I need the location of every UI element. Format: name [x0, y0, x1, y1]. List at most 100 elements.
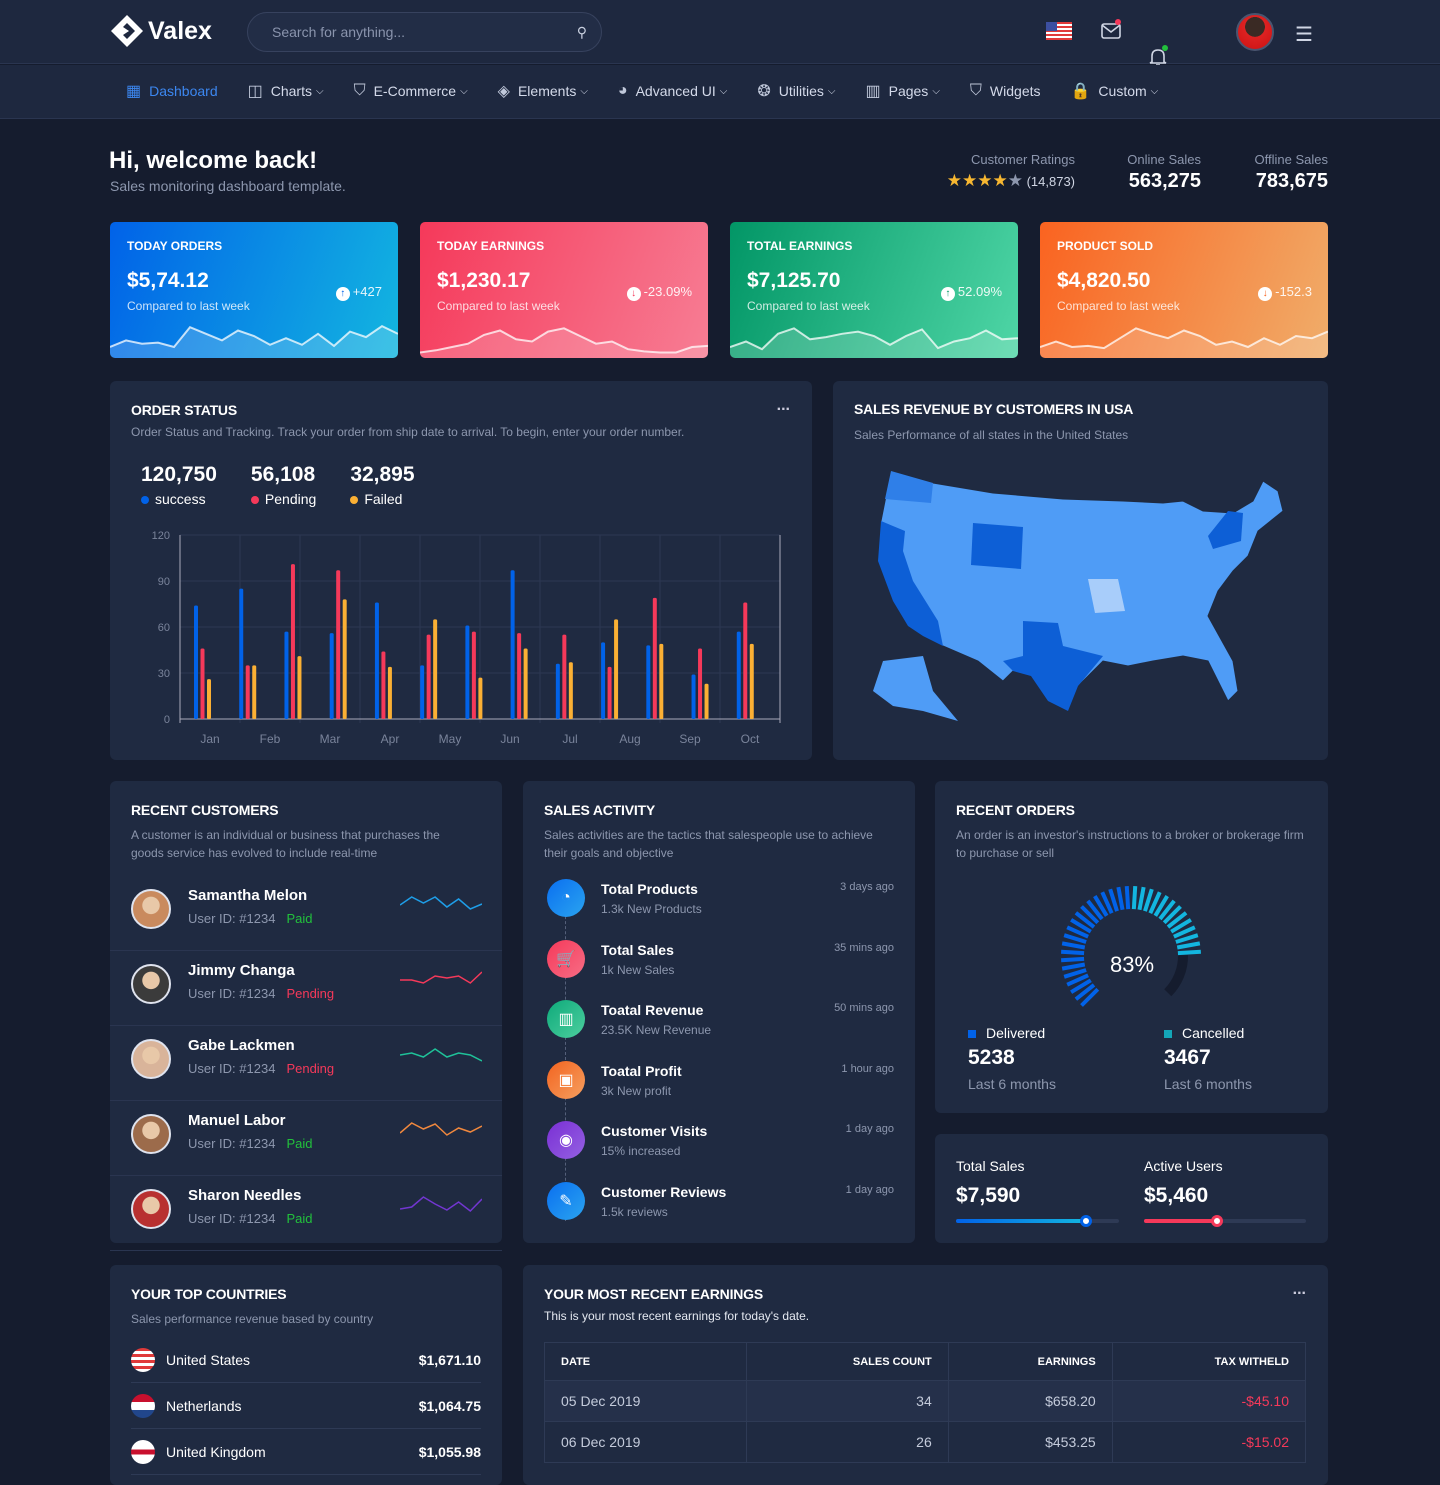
- bar[interactable]: [329, 633, 334, 719]
- table-row[interactable]: 06 Dec 2019 26 $453.25 -$15.02: [543, 1421, 1307, 1463]
- usa-map[interactable]: [863, 461, 1303, 741]
- nav-item-custom[interactable]: 🔒 Custom ⌵: [1071, 80, 1159, 102]
- nav-item-widgets[interactable]: ⛉ Widgets: [970, 80, 1041, 102]
- customer-row[interactable]: Sharon Needles User ID: #1234 Paid: [110, 1177, 502, 1251]
- search-icon[interactable]: ⚲: [576, 24, 587, 40]
- activity-item[interactable]: ▥ Toatal Revenue 23.5K New Revenue 50 mins …: [523, 1000, 915, 1060]
- bar[interactable]: [252, 665, 257, 719]
- customer-row[interactable]: Manuel Labor User ID: #1234 Paid: [110, 1102, 502, 1176]
- hamburger-icon[interactable]: ☰: [1295, 24, 1313, 46]
- total-sales-slider[interactable]: [956, 1215, 1119, 1227]
- nav-item-e-commerce[interactable]: ⛉ E-Commerce ⌵: [354, 80, 468, 102]
- bar[interactable]: [342, 599, 347, 719]
- more-options-button[interactable]: ...: [776, 397, 790, 414]
- bar[interactable]: [336, 570, 341, 719]
- bar[interactable]: [659, 643, 664, 719]
- nav-item-pages[interactable]: ▥ Pages ⌵: [865, 80, 939, 102]
- search-input[interactable]: Search for anything... ⚲: [247, 12, 602, 52]
- gauge-tick: [1148, 891, 1162, 914]
- bar[interactable]: [568, 662, 573, 719]
- bar[interactable]: [646, 645, 651, 719]
- gauge-tick: [1093, 895, 1109, 917]
- bar[interactable]: [614, 619, 619, 719]
- bar[interactable]: [297, 656, 302, 719]
- country-row[interactable]: United Kingdom $1,055.98: [131, 1429, 481, 1475]
- bar[interactable]: [207, 679, 211, 719]
- bar[interactable]: [239, 588, 244, 719]
- bar[interactable]: [374, 602, 379, 719]
- avatar[interactable]: [1236, 13, 1274, 51]
- bar[interactable]: [200, 648, 205, 719]
- state-texas[interactable]: [1003, 621, 1103, 711]
- bar[interactable]: [433, 619, 438, 719]
- column-header[interactable]: DATE: [543, 1342, 748, 1381]
- gauge-tick: [1070, 918, 1092, 934]
- bar[interactable]: [478, 677, 483, 719]
- column-header[interactable]: TAX WITHELD: [1111, 1342, 1307, 1381]
- logo[interactable]: Valex: [110, 14, 212, 48]
- nav-item-advanced-ui[interactable]: ◕ Advanced UI ⌵: [618, 80, 727, 102]
- bar[interactable]: [652, 597, 657, 719]
- bar[interactable]: [601, 642, 606, 719]
- activity-item[interactable]: ✎ Customer Reviews 1.5k reviews 1 day ago: [523, 1181, 915, 1242]
- customer-row[interactable]: Gabe Lackmen User ID: #1234 Pending: [110, 1027, 502, 1101]
- nav-item-elements[interactable]: ◈ Elements ⌵: [498, 80, 588, 102]
- customer-row[interactable]: Samantha Melon User ID: #1234 Paid: [110, 877, 502, 951]
- bar[interactable]: [562, 634, 567, 719]
- bar[interactable]: [426, 634, 431, 719]
- card-subtitle: A customer is an individual or business …: [131, 828, 440, 860]
- chevron-down-icon: ⌵: [315, 85, 324, 97]
- online-sales: Online Sales 563,275: [1127, 152, 1201, 193]
- bar[interactable]: [691, 674, 696, 719]
- table-row[interactable]: 05 Dec 2019 34 $658.20 -$45.10: [543, 1380, 1307, 1422]
- slider-thumb[interactable]: [1080, 1215, 1093, 1227]
- country-row[interactable]: United States $1,671.10: [131, 1337, 481, 1383]
- bar[interactable]: [420, 665, 425, 719]
- bar[interactable]: [698, 648, 703, 719]
- bar[interactable]: [736, 631, 741, 719]
- bar[interactable]: [749, 643, 754, 719]
- bar[interactable]: [284, 631, 289, 719]
- mail-icon[interactable]: [1098, 18, 1124, 44]
- bar[interactable]: [743, 602, 748, 719]
- more-options-button[interactable]: ...: [1292, 1281, 1306, 1298]
- activity-item[interactable]: ◉ Customer Visits 15% increased 1 day ago: [523, 1121, 915, 1181]
- bar[interactable]: [465, 625, 470, 719]
- ratings-label: Customer Ratings: [970, 152, 1075, 167]
- column-header[interactable]: SALES COUNT: [746, 1342, 949, 1381]
- slider-thumb[interactable]: [1210, 1215, 1223, 1227]
- us-flag-icon[interactable]: [1046, 22, 1072, 40]
- state-missouri[interactable]: [1088, 579, 1125, 613]
- card-subtitle: Sales activities are the tactics that sa…: [544, 828, 873, 860]
- map-alaska[interactable]: [873, 656, 958, 721]
- activity-item[interactable]: ▣ Toatal Profit 3k New profit 1 hour ago: [523, 1060, 915, 1121]
- bar[interactable]: [517, 633, 522, 719]
- stat-title: TOTAL EARNINGS: [747, 239, 853, 253]
- bar[interactable]: [245, 665, 250, 719]
- bar[interactable]: [555, 663, 560, 719]
- nav-item-dashboard[interactable]: ▦ Dashboard: [126, 80, 218, 102]
- state-wyoming[interactable]: [971, 523, 1023, 569]
- bar[interactable]: [387, 666, 392, 719]
- country-row[interactable]: Netherlands $1,064.75: [131, 1383, 481, 1429]
- bar[interactable]: [704, 683, 709, 719]
- bar[interactable]: [381, 651, 386, 719]
- active-users-slider[interactable]: [1144, 1215, 1306, 1227]
- column-header[interactable]: EARNINGS: [947, 1342, 1113, 1381]
- bar[interactable]: [523, 648, 528, 719]
- bar[interactable]: [607, 666, 612, 719]
- nav-item-charts[interactable]: ◫ Charts ⌵: [248, 80, 324, 102]
- customer-row[interactable]: Jimmy Changa User ID: #1234 Pending: [110, 952, 502, 1026]
- nav-item-utilities[interactable]: ❂ Utilities ⌵: [757, 80, 835, 102]
- bar[interactable]: [510, 570, 515, 719]
- state-california[interactable]: [878, 521, 943, 646]
- stat-card-today-earnings: TODAY EARNINGS $1,230.17 Compared to last …: [420, 222, 708, 358]
- state-newyork[interactable]: [1208, 511, 1243, 549]
- activity-item[interactable]: ◔ Total Products 1.3k New Products 3 days a…: [523, 879, 915, 939]
- bar[interactable]: [194, 605, 198, 719]
- bar[interactable]: [290, 564, 295, 719]
- activity-item[interactable]: 🛒 Total Sales 1k New Sales 35 mins ago: [523, 939, 915, 1000]
- bar[interactable]: [471, 631, 476, 719]
- card-title: ORDER STATUS: [131, 402, 237, 418]
- state-washington[interactable]: [885, 471, 933, 503]
